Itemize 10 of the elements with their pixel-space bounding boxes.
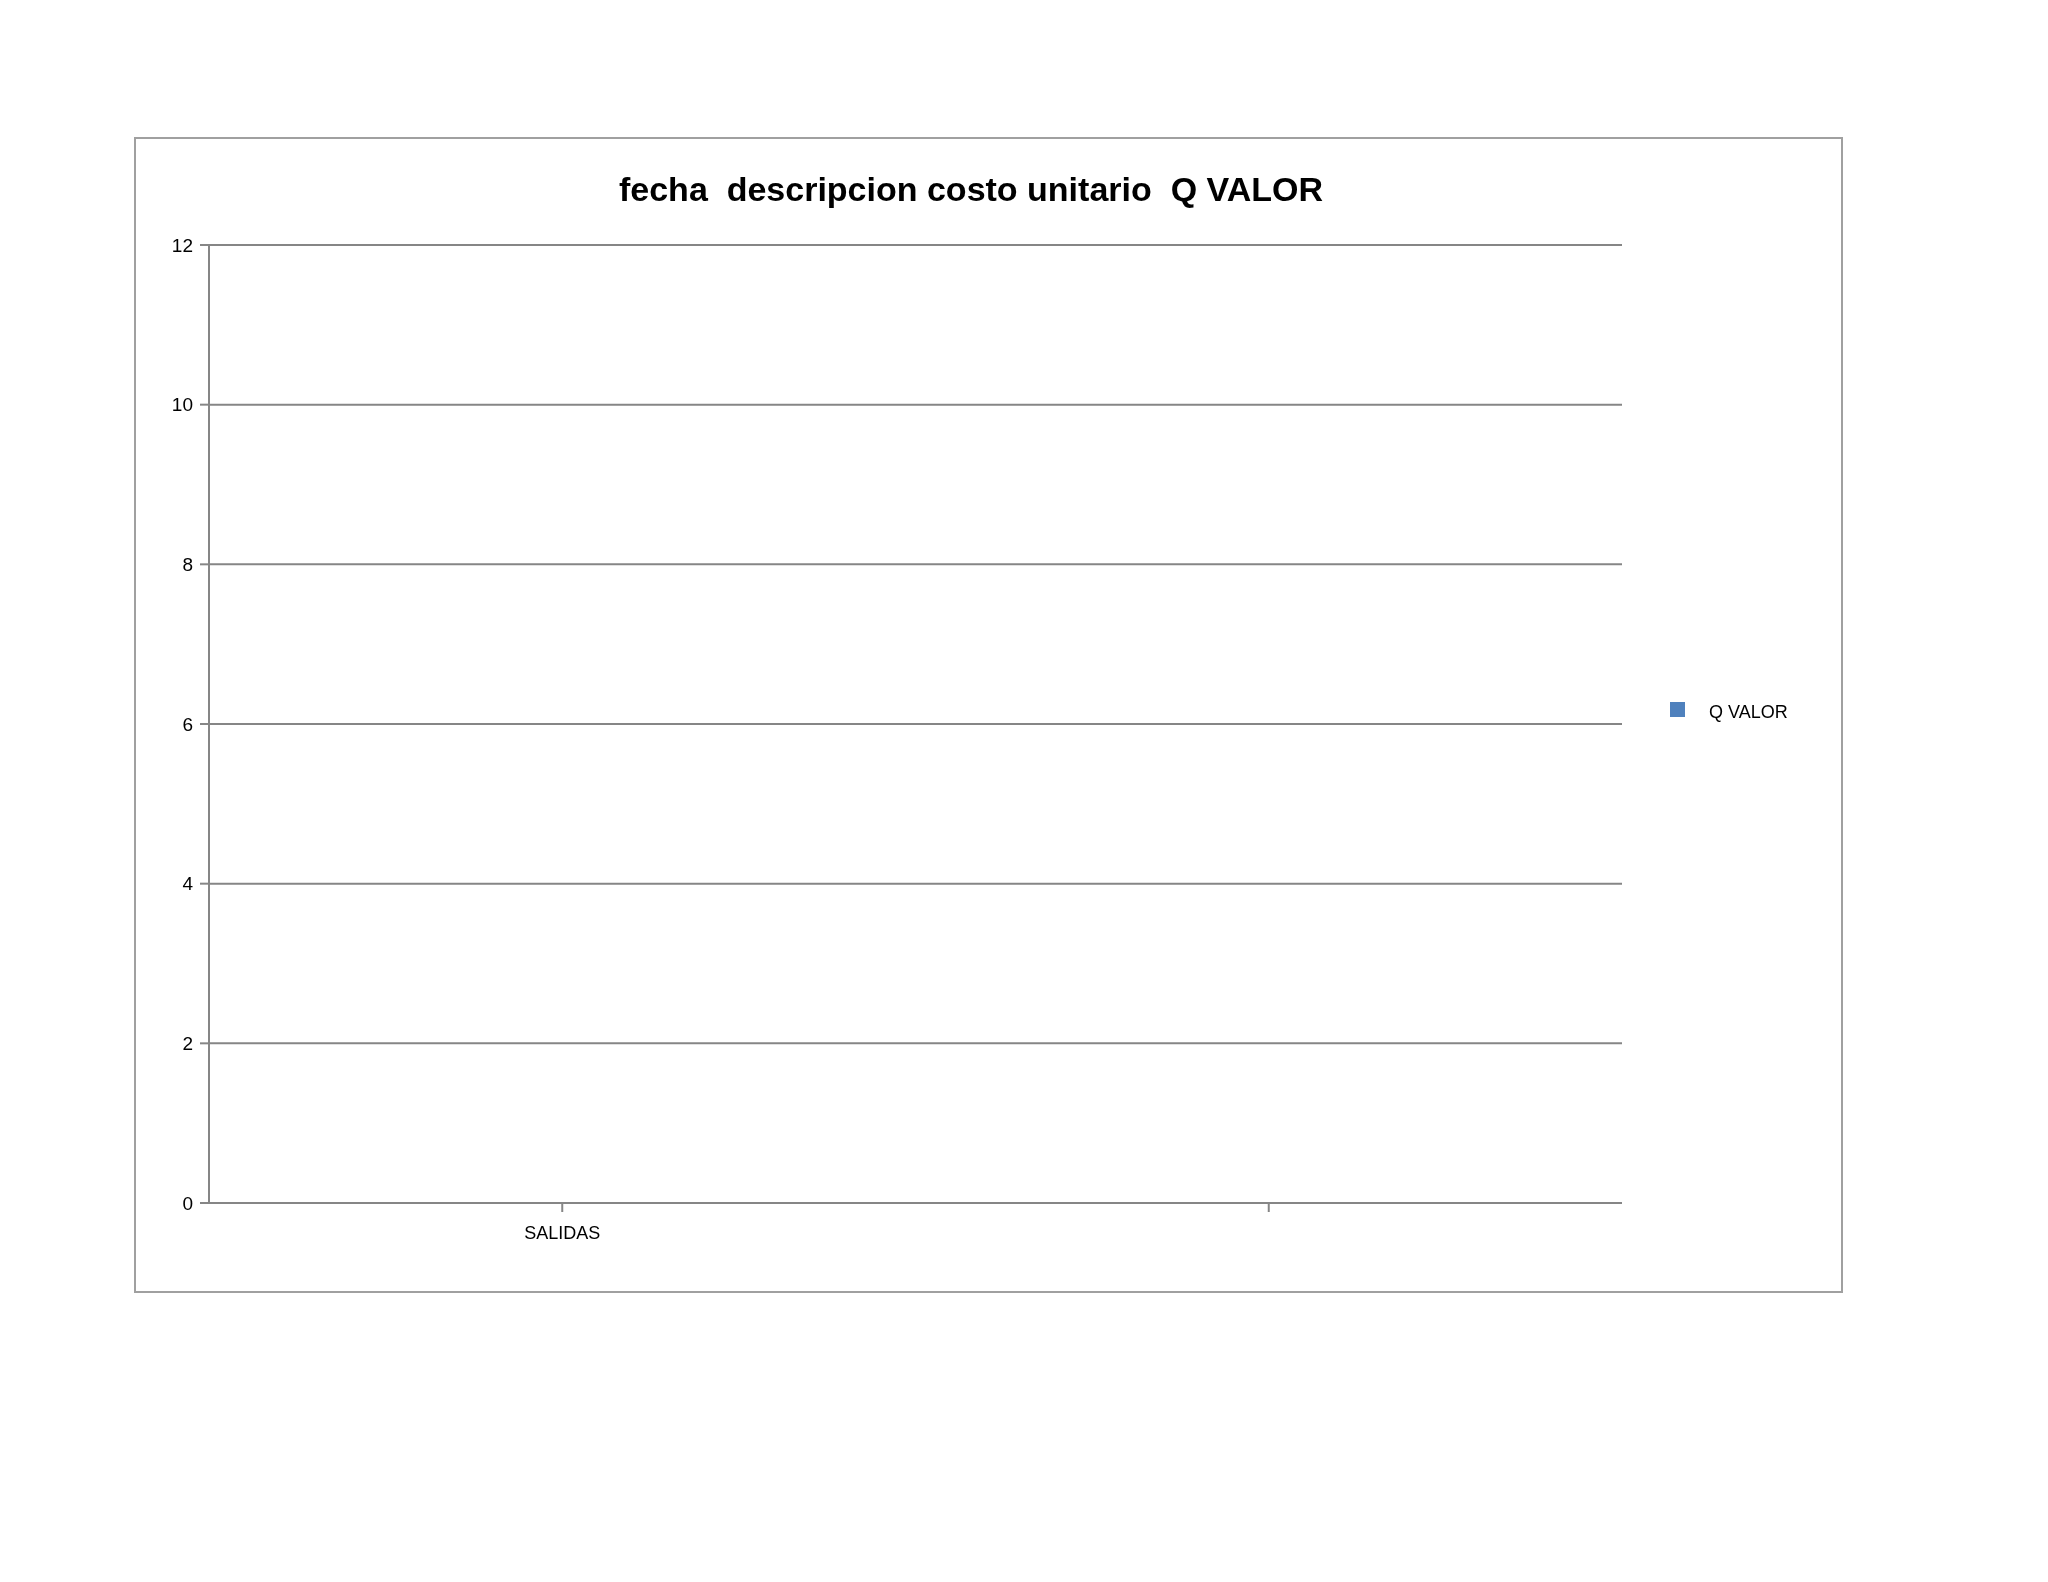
y-tick-label: 10 [171, 394, 193, 416]
y-tick-label: 2 [182, 1032, 193, 1054]
y-tick-label: 0 [182, 1192, 193, 1214]
y-tick-label: 12 [171, 234, 193, 256]
legend-label: Q VALOR [1709, 702, 1788, 723]
y-tick-label: 8 [182, 553, 193, 575]
chart-title: fecha descripcion costo unitario Q VALOR [618, 170, 1324, 208]
y-tick-label: 6 [182, 713, 193, 735]
x-tick-label: SALIDAS [524, 1223, 601, 1243]
y-tick-label: 4 [182, 873, 194, 895]
